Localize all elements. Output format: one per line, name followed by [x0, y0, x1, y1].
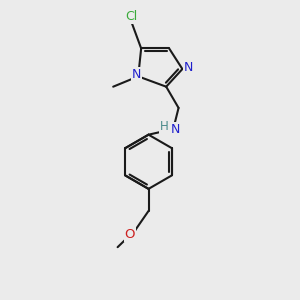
Text: N: N — [132, 68, 141, 81]
Text: O: O — [125, 228, 135, 241]
Text: N: N — [184, 61, 194, 74]
Text: H: H — [160, 120, 169, 133]
Text: N: N — [171, 123, 180, 136]
Text: Cl: Cl — [125, 10, 137, 22]
